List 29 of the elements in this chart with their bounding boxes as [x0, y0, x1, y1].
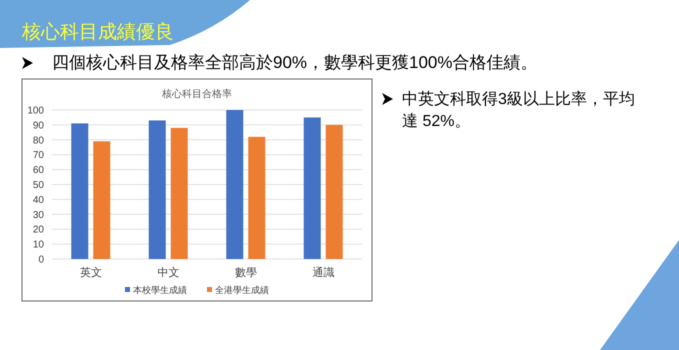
bar	[326, 124, 343, 259]
y-tick-label: 80	[32, 135, 44, 146]
bar	[71, 123, 88, 259]
bar	[93, 141, 110, 259]
x-tick-label: 英文	[80, 266, 102, 279]
text: 中英文科取得3級以上比率，平均達 52%。	[402, 90, 635, 130]
y-tick-label: 50	[32, 180, 44, 191]
y-tick-label: 10	[32, 240, 44, 251]
bar	[226, 110, 244, 259]
y-tick-label: 70	[32, 150, 44, 162]
bar	[304, 117, 321, 259]
chart-title: 核心科目合格率	[161, 88, 232, 100]
x-tick-label: 中文	[157, 266, 180, 279]
bar	[148, 120, 166, 259]
y-tick-label: 90	[32, 120, 44, 132]
y-tick-label: 0	[38, 254, 44, 266]
y-tick-label: 100	[27, 106, 44, 116]
legend-label: 全港學生成績	[215, 285, 269, 295]
y-tick-label: 60	[32, 165, 44, 176]
x-tick-label: 數學	[234, 267, 257, 279]
y-tick-label: 30	[32, 210, 44, 221]
bar	[248, 136, 266, 259]
legend-label: 本校學生成績	[133, 285, 187, 295]
x-tick-label: 通識	[312, 266, 334, 279]
text: 四個核心科目及格率全部高於90%，數學科更獲100%合格佳績。	[52, 53, 538, 72]
bar	[170, 128, 188, 259]
text: 核心科目成績優良	[21, 21, 174, 43]
y-tick-label: 20	[32, 224, 44, 236]
y-tick-label: 40	[32, 194, 44, 206]
